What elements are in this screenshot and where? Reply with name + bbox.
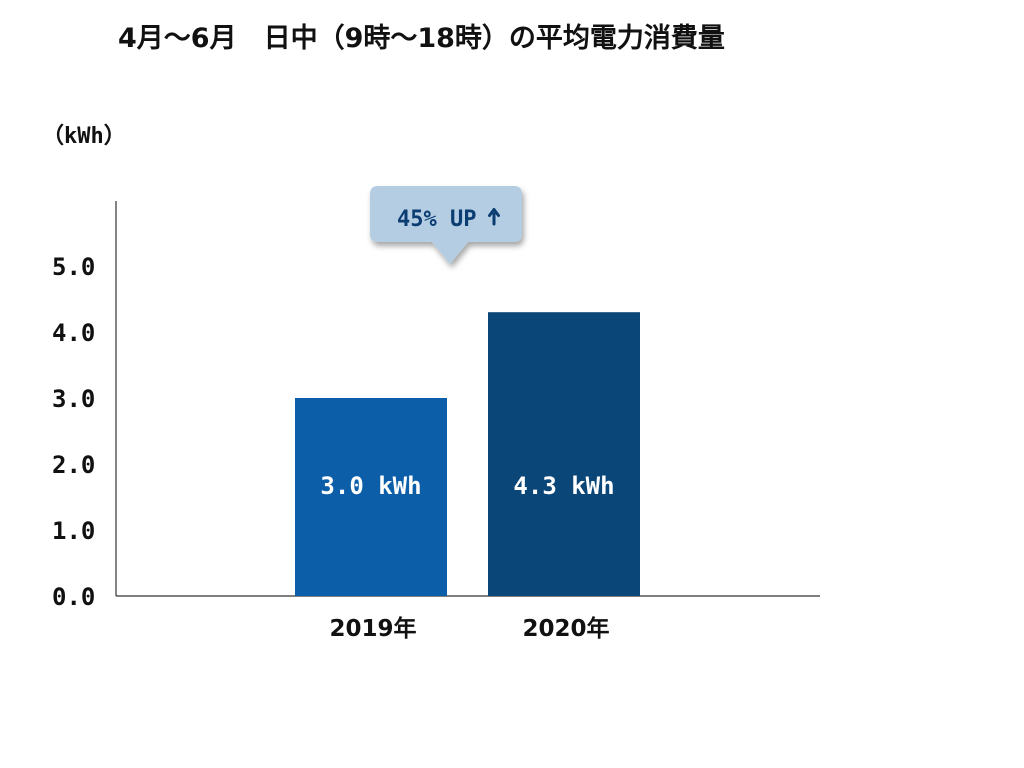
y-axis-unit-label: （kWh） xyxy=(42,124,126,149)
bar-value-label: 4.3 kWh xyxy=(513,472,614,500)
x-tick-labels: 2019年 2020年 xyxy=(329,615,609,642)
increase-callout: 45% UP xyxy=(370,186,522,264)
y-tick-labels: 0.0 1.0 2.0 3.0 4.0 5.0 xyxy=(52,253,95,611)
bar-value-labels: 3.0 kWh 4.3 kWh xyxy=(320,472,614,500)
callout-bubble xyxy=(370,186,522,264)
y-tick-label: 5.0 xyxy=(52,253,95,281)
up-arrow-icon xyxy=(488,208,500,226)
y-tick-label: 2.0 xyxy=(52,451,95,479)
callout-text: 45% UP xyxy=(397,207,476,232)
y-tick-label: 3.0 xyxy=(52,385,95,413)
x-tick-label: 2020年 xyxy=(522,615,609,642)
x-tick-label: 2019年 xyxy=(329,615,416,642)
y-tick-label: 4.0 xyxy=(52,319,95,347)
bars xyxy=(295,312,640,596)
chart-title: 4月～6月 日中（9時～18時）の平均電力消費量 xyxy=(118,23,725,54)
bar-1 xyxy=(488,312,640,596)
bar-value-label: 3.0 kWh xyxy=(320,472,421,500)
y-tick-label: 0.0 xyxy=(52,583,95,611)
bar-0 xyxy=(295,398,447,596)
y-tick-label: 1.0 xyxy=(52,517,95,545)
